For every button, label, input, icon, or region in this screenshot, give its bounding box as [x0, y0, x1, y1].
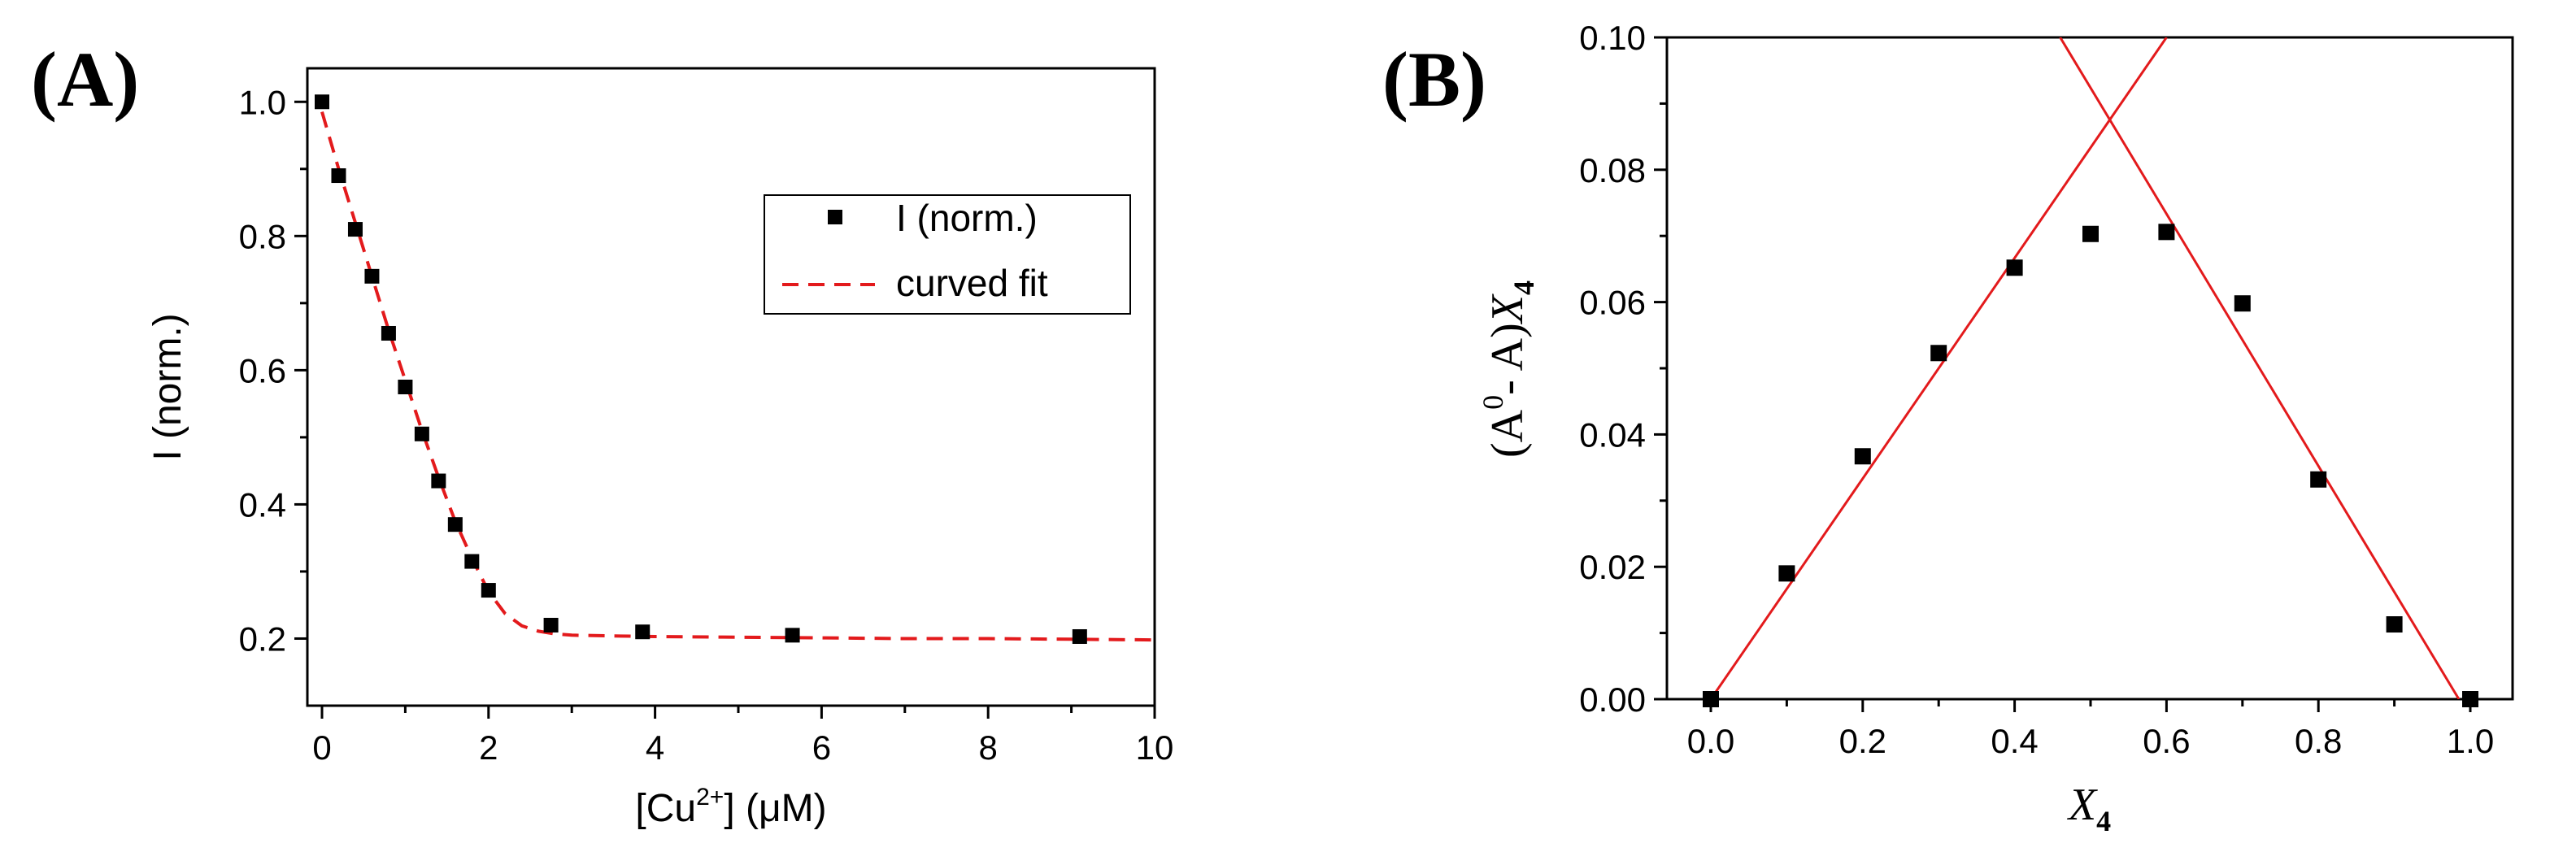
- panel-b-data-point: [1778, 565, 1795, 582]
- panel-a-y-tick-label: 0.6: [239, 351, 286, 389]
- panel-a-data-points: [315, 94, 1087, 644]
- panel-a-x-tick-label: 8: [979, 728, 998, 767]
- panel-a-x-tick-label: 6: [812, 728, 831, 767]
- panel-a-fit-curve: [320, 111, 1155, 642]
- panel-a-data-point: [635, 624, 651, 640]
- panel-a-data-point: [331, 168, 346, 184]
- panel-a-x-tick-label: 10: [1136, 728, 1174, 767]
- panel-b-rising-fit-line: [1709, 37, 2168, 699]
- panel-a-y-tick-label: 0.4: [239, 485, 286, 524]
- panel-b-data-points: [1703, 224, 2478, 707]
- panel-b-data-point: [2310, 471, 2327, 488]
- panel-b-x-tick-label: 1.0: [2447, 722, 2494, 760]
- panel-b-data-point: [2082, 225, 2099, 242]
- panel-b-y-tick-label: 0.08: [1579, 151, 1646, 189]
- panel-a-data-point: [364, 268, 380, 284]
- panel-b-data-point: [2386, 616, 2403, 633]
- legend-marker-square: [828, 210, 842, 224]
- panel-a-y-tick-label: 0.2: [239, 619, 286, 658]
- panel-a-x-tick-label: 4: [646, 728, 664, 767]
- legend-label-data: I (norm.): [896, 197, 1038, 239]
- panel-b-x-title-sub: 4: [2096, 805, 2111, 837]
- panel-a-x-ticks: 0 2 4 6 8 10: [312, 706, 1173, 767]
- panel-a-x-title-main: [Cu: [635, 787, 696, 830]
- panel-a-x-tick-label: 2: [479, 728, 498, 767]
- panel-b-y-title-sup: 0: [1477, 395, 1509, 410]
- panel-a-x-axis-title: [Cu2+] (μM): [635, 784, 826, 830]
- panel-b-y-tick-label: 0.04: [1579, 415, 1646, 454]
- panel-b-plot-frame: [1665, 36, 2514, 701]
- panel-a-x-title-sup: 2+: [696, 784, 724, 811]
- panel-a-data-point: [398, 380, 413, 394]
- panel-a-data-point: [785, 628, 800, 643]
- panel-b-x-tick-label: 0.8: [2295, 722, 2342, 760]
- panel-a-y-tick-label: 1.0: [239, 83, 286, 121]
- panel-b-data-point: [1703, 691, 1719, 707]
- panel-b-data-point: [1930, 345, 1947, 362]
- panel-b-label: (B): [1382, 36, 1486, 123]
- panel-b-data-point: [2006, 259, 2023, 276]
- panel-a-data-point: [543, 617, 559, 632]
- panel-a-legend-box: [764, 194, 1131, 315]
- panel-b-data-point: [2234, 295, 2251, 312]
- panel-b-y-title-mid: - A): [1482, 323, 1533, 395]
- panel-a-y-tick-label: 0.8: [239, 217, 286, 255]
- panel-b-y-title-pre: (A: [1482, 409, 1533, 458]
- panel-b-fit-lines: [1709, 37, 2461, 699]
- panel-b-data-point: [2158, 224, 2175, 241]
- panel-a-y-axis-title: I (norm.): [146, 313, 189, 460]
- panel-b-x-title-main: X: [2067, 780, 2099, 830]
- panel-a-data-point: [481, 583, 496, 598]
- panel-b-y-title-x: X: [1482, 293, 1533, 324]
- panel-a-data-point: [447, 517, 463, 532]
- panel-b-y-ticks: 0.00 0.02 0.04 0.06 0.08 0.10: [1579, 19, 1667, 719]
- panel-a-legend: I (norm.) curved fit: [764, 194, 1131, 315]
- legend-label-fit: curved fit: [896, 262, 1048, 304]
- panel-a-data-point: [381, 325, 396, 341]
- panel-b-y-tick-label: 0.10: [1579, 19, 1646, 57]
- panel-b-y-tick-label: 0.06: [1579, 284, 1646, 322]
- panel-a-data-point: [464, 554, 480, 569]
- panel-b-x-tick-label: 0.2: [1839, 722, 1886, 760]
- panel-b-y-axis-title: (A0- A)X4: [1477, 280, 1540, 458]
- panel-b-y-title-sub: 4: [1508, 280, 1540, 295]
- panel-a-data-point: [414, 426, 429, 441]
- panel-b-data-point: [1854, 448, 1871, 465]
- panel-a-data-point: [315, 94, 329, 110]
- panel-a-plot-frame: [306, 67, 1156, 707]
- panel-b-x-axis-title: X4: [2067, 780, 2111, 837]
- panel-b-x-tick-label: 0.0: [1687, 722, 1734, 760]
- panel-a-x-tick-label: 0: [312, 728, 331, 767]
- panel-a-label: (A): [31, 36, 139, 123]
- panel-b-y-tick-label: 0.02: [1579, 548, 1646, 586]
- panel-b: (B) 0.0 0.2 0.4 0.6 0.8 1.0 0.000.020.040.060…: [1382, 19, 2514, 837]
- panel-b-data-point: [2462, 691, 2478, 707]
- panel-b-x-ticks: 0.0 0.2 0.4 0.6 0.8 1.0: [1687, 699, 2494, 760]
- panel-a-x-title-tail: ] (μM): [724, 787, 826, 830]
- panel-b-y-tick-label: 0.00: [1579, 680, 1646, 719]
- panel-a-y-ticks: 0.2 0.4 0.6 0.8 1.0: [239, 83, 307, 658]
- panel-b-x-tick-label: 0.6: [2143, 722, 2190, 760]
- panel-b-falling-fit-line: [2059, 37, 2461, 699]
- panel-a-data-point: [1072, 628, 1087, 644]
- panel-a: (A) 0 2 4 6 8 10 0.20.40.60.81.0 [Cu2+] (μM) …: [31, 36, 1173, 830]
- panel-b-x-tick-label: 0.4: [1991, 722, 2038, 760]
- panel-a-data-point: [347, 222, 363, 237]
- panel-a-data-point: [431, 473, 446, 489]
